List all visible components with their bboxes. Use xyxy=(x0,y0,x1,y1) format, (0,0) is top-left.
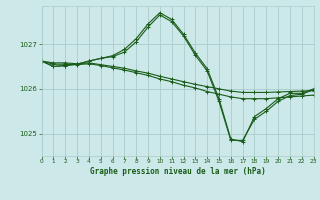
X-axis label: Graphe pression niveau de la mer (hPa): Graphe pression niveau de la mer (hPa) xyxy=(90,167,266,176)
